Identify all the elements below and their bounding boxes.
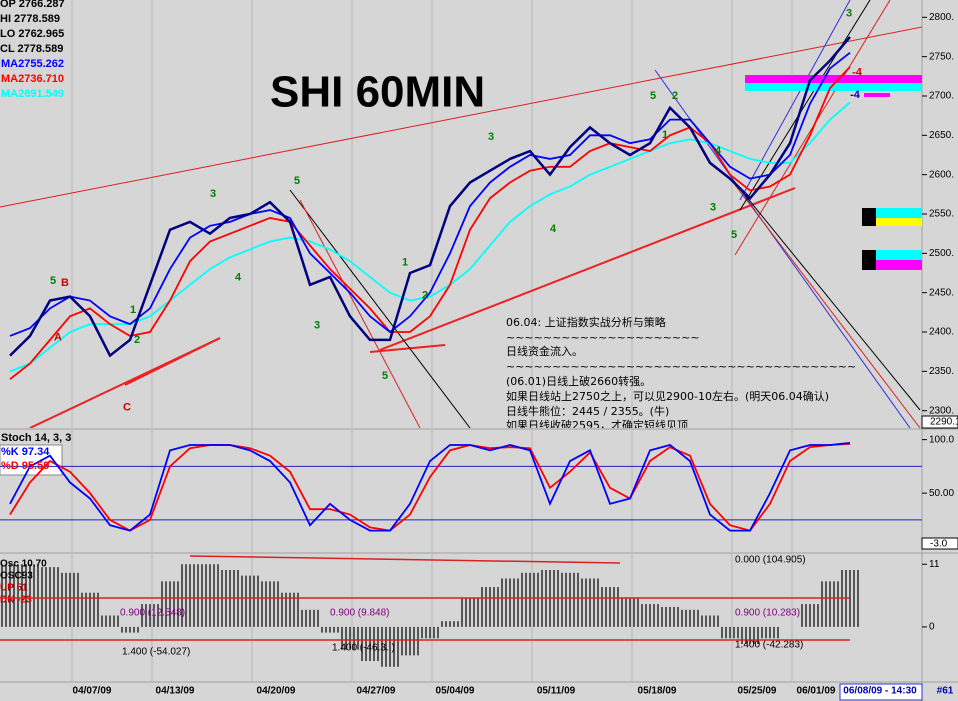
date-label: 04/13/09 <box>156 686 195 697</box>
series-line <box>9 441 851 532</box>
info-text: OSC93 <box>0 571 33 582</box>
osc-annotation: 1.400 (-46.3..) <box>332 643 395 654</box>
y-tick-label: 0 <box>929 622 935 633</box>
wave-label: 3 <box>846 7 852 19</box>
y-tick-label: 2450. <box>929 287 954 298</box>
y-tick-label: 50.00 <box>929 488 954 499</box>
note-text: ~~~~~~~~~~~~~~~~~~~~~ <box>506 331 700 344</box>
wave-label: 1 <box>662 129 668 141</box>
notes: 06.04: 上证指数实战分析与策略~~~~~~~~~~~~~~~~~~~~~日… <box>506 315 856 432</box>
wave-label: 4 <box>235 272 242 284</box>
wave-label: 4 <box>550 223 557 235</box>
info-text: OP 2766.287 <box>0 0 65 10</box>
osc-annotation: 0.000 (104.905) <box>735 555 806 566</box>
y-tick-label: 2700. <box>929 91 954 102</box>
y-tick-label: 100.0 <box>929 434 954 445</box>
wave-label: 5 <box>650 90 656 102</box>
wave-label: 2 <box>134 334 140 346</box>
legend-entry: %K 97.34 <box>1 446 50 458</box>
osc-annotation: 1.400 (-42.283) <box>735 640 803 651</box>
osc-annotation: 1.400 (-54.027) <box>122 647 190 658</box>
osc-annotation: 0.900 (12.548) <box>120 608 185 619</box>
wave-label: 5 <box>731 229 737 241</box>
y-tick-label: 2350. <box>929 366 954 377</box>
legend-entry: MA2736.710 <box>1 73 64 85</box>
wave-label: -4 <box>850 89 861 101</box>
note-text: 日线资金流入。 <box>506 344 583 358</box>
wave-label: 5 <box>294 175 300 187</box>
y-tick-label: 2550. <box>929 209 954 220</box>
wave-label: 1 <box>130 304 136 316</box>
y-tick-label: 2750. <box>929 51 954 62</box>
pane-title: Stoch 14, 3, 3 <box>1 432 71 444</box>
wave-label: 2 <box>422 290 428 302</box>
wave-label: 3 <box>488 131 494 143</box>
wave-label: A <box>54 331 62 343</box>
wave-label: 3 <box>710 202 716 214</box>
wave-label: C <box>123 401 131 413</box>
y-tick-label: 2300. <box>929 405 954 416</box>
series-line <box>9 36 851 358</box>
wave-label: 1 <box>402 257 408 269</box>
legend-entry: MA2755.262 <box>1 58 64 70</box>
date-label: 06/01/09 <box>797 686 836 697</box>
level-blocks <box>0 75 958 701</box>
note-text: 如果日线收破2595，才确定短线见顶 <box>506 418 688 432</box>
y-tick-label: 11 <box>929 559 940 570</box>
info-text: LO 2762.965 <box>0 28 64 40</box>
info-text: CL 2778.589 <box>0 43 63 55</box>
wave-label: 2 <box>672 90 678 102</box>
wave-label: 4 <box>715 145 722 157</box>
note-text: ~~~~~~~~~~~~~~~~~~~~~~~~~~~~~~~~~~~~~~ <box>506 360 856 373</box>
date-label: 04/07/09 <box>73 686 112 697</box>
date-grid <box>71 0 793 682</box>
osc-annotation: 0.900 (10.283) <box>735 608 800 619</box>
y-tick-label: 2500. <box>929 248 954 259</box>
date-label: 05/18/09 <box>638 686 677 697</box>
info-text: DN -23 <box>0 595 32 606</box>
date-label: 05/11/09 <box>537 686 576 697</box>
y-tick-label: 2650. <box>929 130 954 141</box>
osc-annotation: 0.900 (9.848) <box>330 608 390 619</box>
chart-title: SHI 60MIN <box>270 68 485 117</box>
wave-label: 5 <box>382 370 388 382</box>
note-text: 如果日线站上2750之上，可以见2900-10左右。(明天06.04确认) <box>506 389 829 403</box>
y-tick-label: 2600. <box>929 169 954 180</box>
legend-entry: MA2691.549 <box>1 88 64 100</box>
info-text: Osc 10.70 <box>0 559 47 570</box>
series-line <box>9 52 851 337</box>
osc-guide <box>189 555 621 564</box>
date-label: 05/25/09 <box>738 686 777 697</box>
date-label: #61 <box>937 686 954 697</box>
cursor-label: -3.0 <box>930 539 948 550</box>
y-tick-label: 2800. <box>929 12 954 23</box>
note-text: (06.01)日线上破2660转强。 <box>506 374 651 388</box>
wave-label: -4 <box>852 66 863 78</box>
date-label: 04/27/09 <box>357 686 396 697</box>
wave-label: 3 <box>314 320 320 332</box>
y-tick-label: 2400. <box>929 327 954 338</box>
wave-label: B <box>61 277 69 289</box>
date-label: 06/08/09 - 14:30 <box>843 686 917 697</box>
note-text: 日线牛熊位：2445 / 2355。(牛) <box>506 404 669 418</box>
info-text: HI 2778.589 <box>0 13 60 25</box>
wave-label: 5 <box>50 275 56 287</box>
info-text: UP 51 <box>0 583 28 594</box>
date-label: 05/04/09 <box>436 686 475 697</box>
series-line <box>9 443 851 532</box>
wave-label: 3 <box>210 188 216 200</box>
cursor-label: 2290.1 <box>930 417 958 428</box>
note-text: 06.04: 上证指数实战分析与策略 <box>506 315 666 329</box>
date-label: 04/20/09 <box>257 686 296 697</box>
legend-entry: %D 95.59 <box>1 460 49 472</box>
